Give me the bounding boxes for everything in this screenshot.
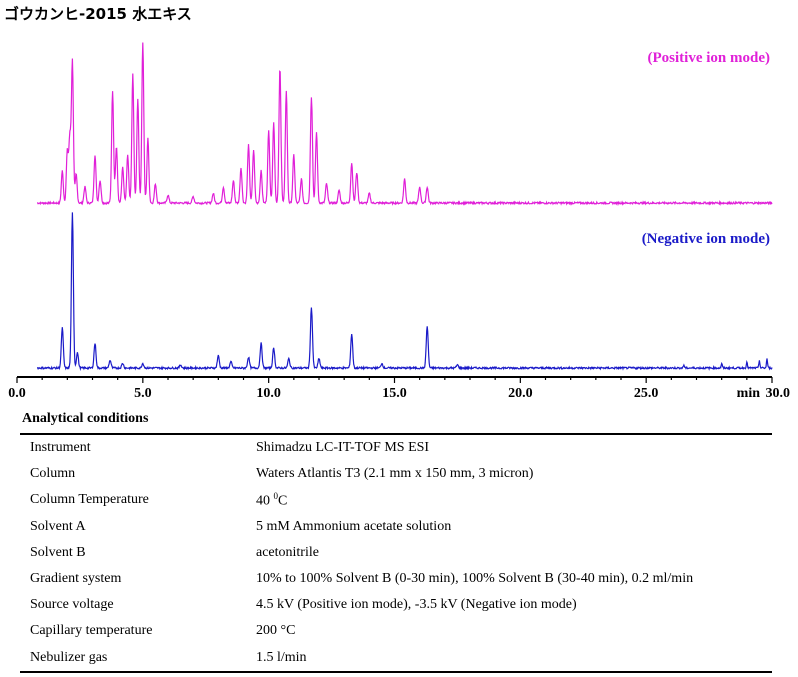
condition-value: Waters Atlantis T3 (2.1 mm x 150 mm, 3 m… <box>256 466 534 482</box>
conditions-table: Instrument Shimadzu LC-IT-TOF MS ESI Colum… <box>20 433 772 673</box>
condition-row: Solvent B acetonitrile <box>20 540 772 566</box>
x-tick-label: 30.0 <box>766 386 791 401</box>
condition-label: Solvent A <box>30 518 86 534</box>
condition-row: Source voltage 4.5 kV (Positive ion mode)… <box>20 592 772 618</box>
condition-row: Instrument Shimadzu LC-IT-TOF MS ESI <box>20 434 772 461</box>
condition-label: Nebulizer gas <box>30 649 108 665</box>
x-tick-label: 5.0 <box>134 386 152 401</box>
condition-label: Instrument <box>30 440 91 456</box>
condition-row: Gradient system 10% to 100% Solvent B (0-… <box>20 566 772 592</box>
condition-value: Shimadzu LC-IT-TOF MS ESI <box>256 440 430 456</box>
condition-row: Solvent A 5 mM Ammonium acetate solution <box>20 514 772 540</box>
chromatogram-traces <box>36 42 773 372</box>
chromatogram-chart: (Positive ion mode) (Negative ion mode) 0… <box>8 42 791 401</box>
x-tick-label: 10.0 <box>256 386 281 401</box>
condition-row: Nebulizer gas 1.5 l/min <box>20 645 772 672</box>
condition-label: Column <box>30 466 76 482</box>
conditions-heading: Analytical conditions <box>22 411 149 426</box>
trace-positive <box>36 42 773 207</box>
condition-value: 40 0C <box>256 491 288 509</box>
condition-value: 200 °C <box>256 623 296 639</box>
condition-row: Column Temperature 40 0C <box>20 487 772 513</box>
condition-label: Solvent B <box>30 544 86 560</box>
condition-value: 5 mM Ammonium acetate solution <box>256 518 452 534</box>
condition-value: 10% to 100% Solvent B (0-30 min), 100% S… <box>256 571 694 587</box>
condition-row: Capillary temperature 200 °C <box>20 618 772 644</box>
x-tick-label: 0.0 <box>8 386 26 401</box>
series-labels: (Positive ion mode) (Negative ion mode) <box>642 50 770 247</box>
condition-value: 1.5 l/min <box>256 649 307 665</box>
condition-label: Gradient system <box>30 571 122 587</box>
x-tick-label: 20.0 <box>508 386 533 401</box>
x-tick-label: 25.0 <box>634 386 659 401</box>
series-label-positive: (Positive ion mode) <box>648 50 770 66</box>
condition-label: Capillary temperature <box>30 623 153 639</box>
condition-value: acetonitrile <box>256 544 319 560</box>
x-axis: 0.0 5.0 10.0 15.0 20.0 25.0 30.0 min <box>8 376 791 401</box>
trace-negative <box>36 212 773 372</box>
x-tick-label: 15.0 <box>382 386 407 401</box>
condition-row: Column Waters Atlantis T3 (2.1 mm x 150 m… <box>20 461 772 487</box>
chart-title: ゴウカンヒ-2015 水エキス <box>4 5 192 23</box>
series-label-negative: (Negative ion mode) <box>642 231 770 247</box>
condition-label: Source voltage <box>30 597 114 613</box>
condition-value: 4.5 kV (Positive ion mode), -3.5 kV (Neg… <box>256 597 577 613</box>
x-axis-unit: min <box>737 386 761 401</box>
condition-label: Column Temperature <box>30 492 149 508</box>
analytical-conditions: Analytical conditions Instrument Shimadzu… <box>20 411 772 673</box>
